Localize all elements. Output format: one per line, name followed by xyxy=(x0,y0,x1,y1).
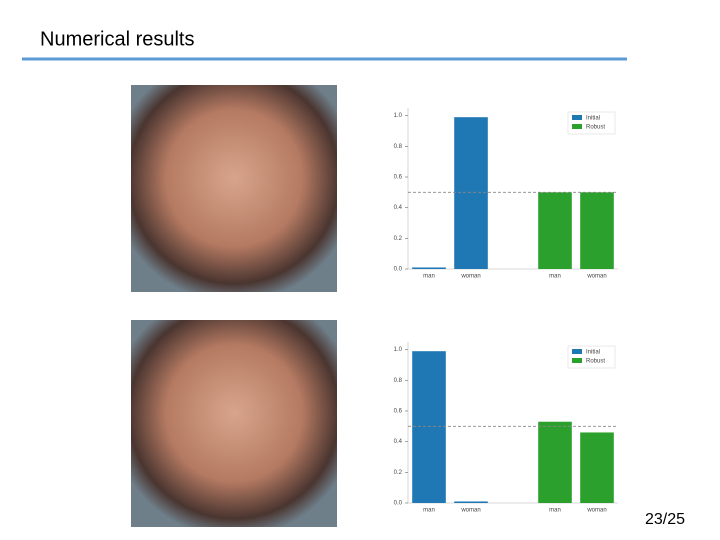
face-image xyxy=(131,85,337,292)
y-tick-label: 1.0 xyxy=(394,113,403,119)
legend-label: Initial xyxy=(586,116,600,122)
bar xyxy=(412,267,446,269)
x-tick-label: woman xyxy=(586,274,606,280)
y-tick-label: 0.8 xyxy=(394,378,403,384)
legend-label: Initial xyxy=(586,350,600,356)
y-tick-label: 0.6 xyxy=(394,409,403,415)
bar xyxy=(412,351,446,503)
x-tick-label: woman xyxy=(460,274,480,280)
legend-swatch xyxy=(572,349,582,354)
y-tick-label: 0.0 xyxy=(394,267,403,273)
y-tick-label: 0.4 xyxy=(394,439,403,445)
x-tick-label: woman xyxy=(586,508,606,514)
page-number: 23/25 xyxy=(645,511,685,528)
y-tick-label: 0.2 xyxy=(394,470,403,476)
x-tick-label: man xyxy=(549,274,561,280)
legend-swatch xyxy=(572,124,582,129)
x-tick-label: man xyxy=(423,508,435,514)
legend-label: Robust xyxy=(586,359,605,365)
slide-title: Numerical results xyxy=(40,28,194,50)
bar xyxy=(538,421,572,503)
y-tick-label: 0.4 xyxy=(394,205,403,211)
legend-swatch xyxy=(572,358,582,363)
bar xyxy=(454,501,488,503)
y-tick-label: 1.0 xyxy=(394,347,403,353)
bar xyxy=(454,117,488,269)
legend-label: Robust xyxy=(586,125,605,131)
bar xyxy=(580,432,614,503)
y-tick-label: 0.8 xyxy=(394,144,403,150)
face-image xyxy=(131,320,337,527)
bar xyxy=(538,192,572,269)
y-tick-label: 0.0 xyxy=(394,501,403,507)
x-tick-label: man xyxy=(549,508,561,514)
bar xyxy=(580,192,614,269)
x-tick-label: man xyxy=(423,274,435,280)
legend-swatch xyxy=(572,115,582,120)
y-tick-label: 0.6 xyxy=(394,175,403,181)
x-tick-label: woman xyxy=(460,508,480,514)
y-tick-label: 0.2 xyxy=(394,236,403,242)
